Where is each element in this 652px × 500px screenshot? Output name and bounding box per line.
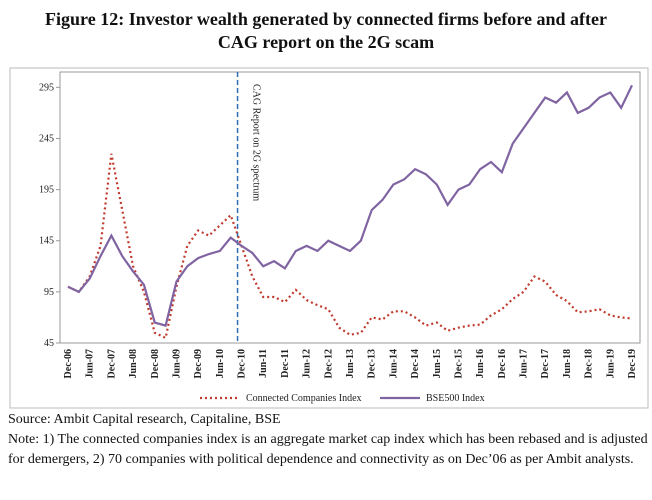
x-tick-label: Dec-19 [627, 349, 638, 378]
x-tick-label: Jun-09 [171, 349, 182, 378]
x-tick-label: Jun-18 [562, 349, 573, 378]
x-tick-label: Jun-19 [605, 349, 616, 378]
series-line [67, 153, 633, 340]
x-tick-label: Dec-13 [367, 349, 378, 378]
y-tick-label: 45 [44, 338, 54, 349]
x-tick-label: Dec-09 [193, 349, 204, 378]
x-tick-label: Dec-14 [410, 349, 421, 378]
x-tick-label: Dec-11 [280, 349, 291, 378]
plot-area [59, 71, 641, 344]
x-tick-label: Jun-13 [345, 349, 356, 378]
x-tick-label: Jun-14 [388, 349, 399, 378]
chart: 45 95 145 195 245 295 Dec-06 Jun-07 Dec-07 Jun-08… [9, 67, 649, 409]
x-tick-label: Jun-15 [432, 349, 443, 378]
source: Source: Ambit Capital research, Capitali… [8, 412, 281, 427]
x-tick-label: Dec-18 [584, 349, 595, 378]
legend-label: Connected Companies Index [246, 393, 362, 404]
chart-frame [9, 67, 649, 409]
x-tick-label: Dec-07 [106, 349, 117, 378]
x-tick-label: Jun-11 [258, 349, 269, 378]
footer: Source: Ambit Capital research, Capitali… [8, 410, 648, 470]
chart-title: Figure 12: Investor wealth generated by … [45, 9, 607, 52]
x-tick-label: Dec-12 [323, 349, 334, 378]
x-tick-label: Jun-12 [302, 349, 313, 378]
x-tick-label: Dec-10 [237, 349, 248, 378]
legend-label: BSE500 Index [426, 393, 485, 404]
x-tick-label: Dec-16 [497, 349, 508, 378]
x-tick-label: Dec-15 [453, 349, 464, 378]
x-tick-label: Dec-06 [63, 349, 74, 378]
y-tick-label: 195 [39, 185, 54, 196]
x-tick-label: Dec-17 [540, 349, 551, 378]
annotation: CAG Report on 2G spectrum [251, 84, 262, 201]
y-tick-label: 95 [44, 287, 54, 298]
x-tick-label: Dec-08 [150, 349, 161, 378]
x-tick-label: Jun-10 [215, 349, 226, 378]
y-tick-label: 145 [39, 236, 54, 247]
x-tick-label: Jun-16 [475, 349, 486, 378]
note: Note: 1) The connected companies index i… [8, 432, 648, 467]
x-tick-label: Jun-08 [128, 349, 139, 378]
y-tick-label: 245 [39, 133, 54, 144]
series-line [67, 84, 633, 327]
x-tick-label: Jun-17 [519, 349, 530, 378]
x-tick-label: Jun-07 [85, 349, 96, 378]
y-tick-label: 295 [39, 82, 54, 93]
